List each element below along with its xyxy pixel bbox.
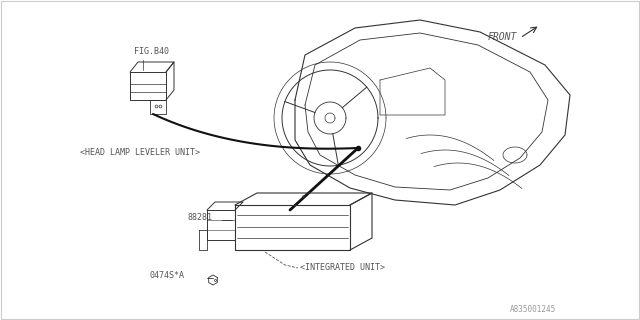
Text: <HEAD LAMP LEVELER UNIT>: <HEAD LAMP LEVELER UNIT> — [80, 148, 200, 157]
Text: FIG.B40: FIG.B40 — [134, 47, 169, 56]
Text: A835001245: A835001245 — [510, 305, 556, 314]
Text: FRONT: FRONT — [488, 32, 517, 42]
Text: 0474S*A: 0474S*A — [150, 271, 185, 280]
Text: <INTEGRATED UNIT>: <INTEGRATED UNIT> — [300, 263, 385, 272]
Text: 88281: 88281 — [187, 213, 212, 222]
